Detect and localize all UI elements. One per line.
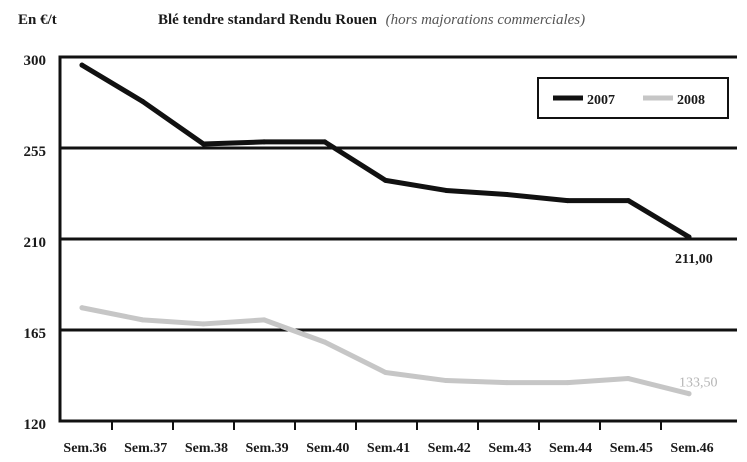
data-point	[565, 380, 571, 386]
y-tick-label: 165	[24, 326, 47, 342]
data-point	[686, 234, 692, 240]
legend-label: 2007	[587, 93, 615, 108]
title-main: Blé tendre standard Rendu Rouen	[158, 12, 378, 28]
data-point	[322, 339, 328, 345]
chart-title: Blé tendre standard Rendu Rouen (hors ma…	[158, 12, 585, 28]
x-tick-label: Sem.41	[367, 441, 410, 456]
axes: 300 255 210 165 120 Sem.36 Sem.37 Sem.38 Sem.39 S…	[24, 53, 714, 456]
data-point	[443, 187, 449, 193]
x-tick-label: Sem.43	[488, 441, 531, 456]
data-point	[200, 321, 206, 327]
data-point	[79, 305, 85, 311]
data-point	[79, 62, 85, 68]
data-point	[443, 378, 449, 384]
end-value-label: 211,00	[675, 252, 713, 267]
data-point	[565, 198, 571, 204]
x-tick-label: Sem.42	[428, 441, 471, 456]
x-tick-label: Sem.39	[246, 441, 289, 456]
x-tick-label: Sem.45	[610, 441, 653, 456]
data-point	[140, 98, 146, 104]
x-tick-label: Sem.37	[124, 441, 167, 456]
title-subtitle: (hors majorations commerciales)	[386, 12, 585, 28]
data-point	[504, 380, 510, 386]
y-tick-label: 210	[24, 235, 47, 251]
unit-label: En €/t	[18, 12, 57, 28]
data-point	[261, 139, 267, 145]
legend: 2007 2008	[537, 77, 729, 119]
data-point	[686, 391, 692, 397]
x-tick-label: Sem.46	[670, 441, 713, 456]
y-tick-label: 300	[24, 53, 47, 69]
data-point	[625, 198, 631, 204]
y-tick-label: 255	[24, 144, 47, 160]
series-line-2008	[79, 305, 692, 397]
data-point	[383, 177, 388, 183]
y-tick-label: 120	[24, 417, 47, 433]
data-point	[200, 141, 206, 147]
data-point	[504, 192, 510, 198]
data-point	[322, 139, 328, 145]
x-tick-label: Sem.38	[185, 441, 228, 456]
data-point	[383, 369, 388, 375]
data-point	[261, 317, 267, 323]
legend-label: 2008	[677, 93, 705, 108]
series: 211,00 133,50	[79, 62, 718, 397]
data-point	[140, 317, 146, 323]
data-point	[625, 376, 631, 382]
x-tick-label: Sem.40	[306, 441, 349, 456]
end-value-label: 133,50	[679, 376, 718, 391]
x-tick-label: Sem.44	[549, 441, 592, 456]
x-tick-label: Sem.36	[63, 441, 106, 456]
